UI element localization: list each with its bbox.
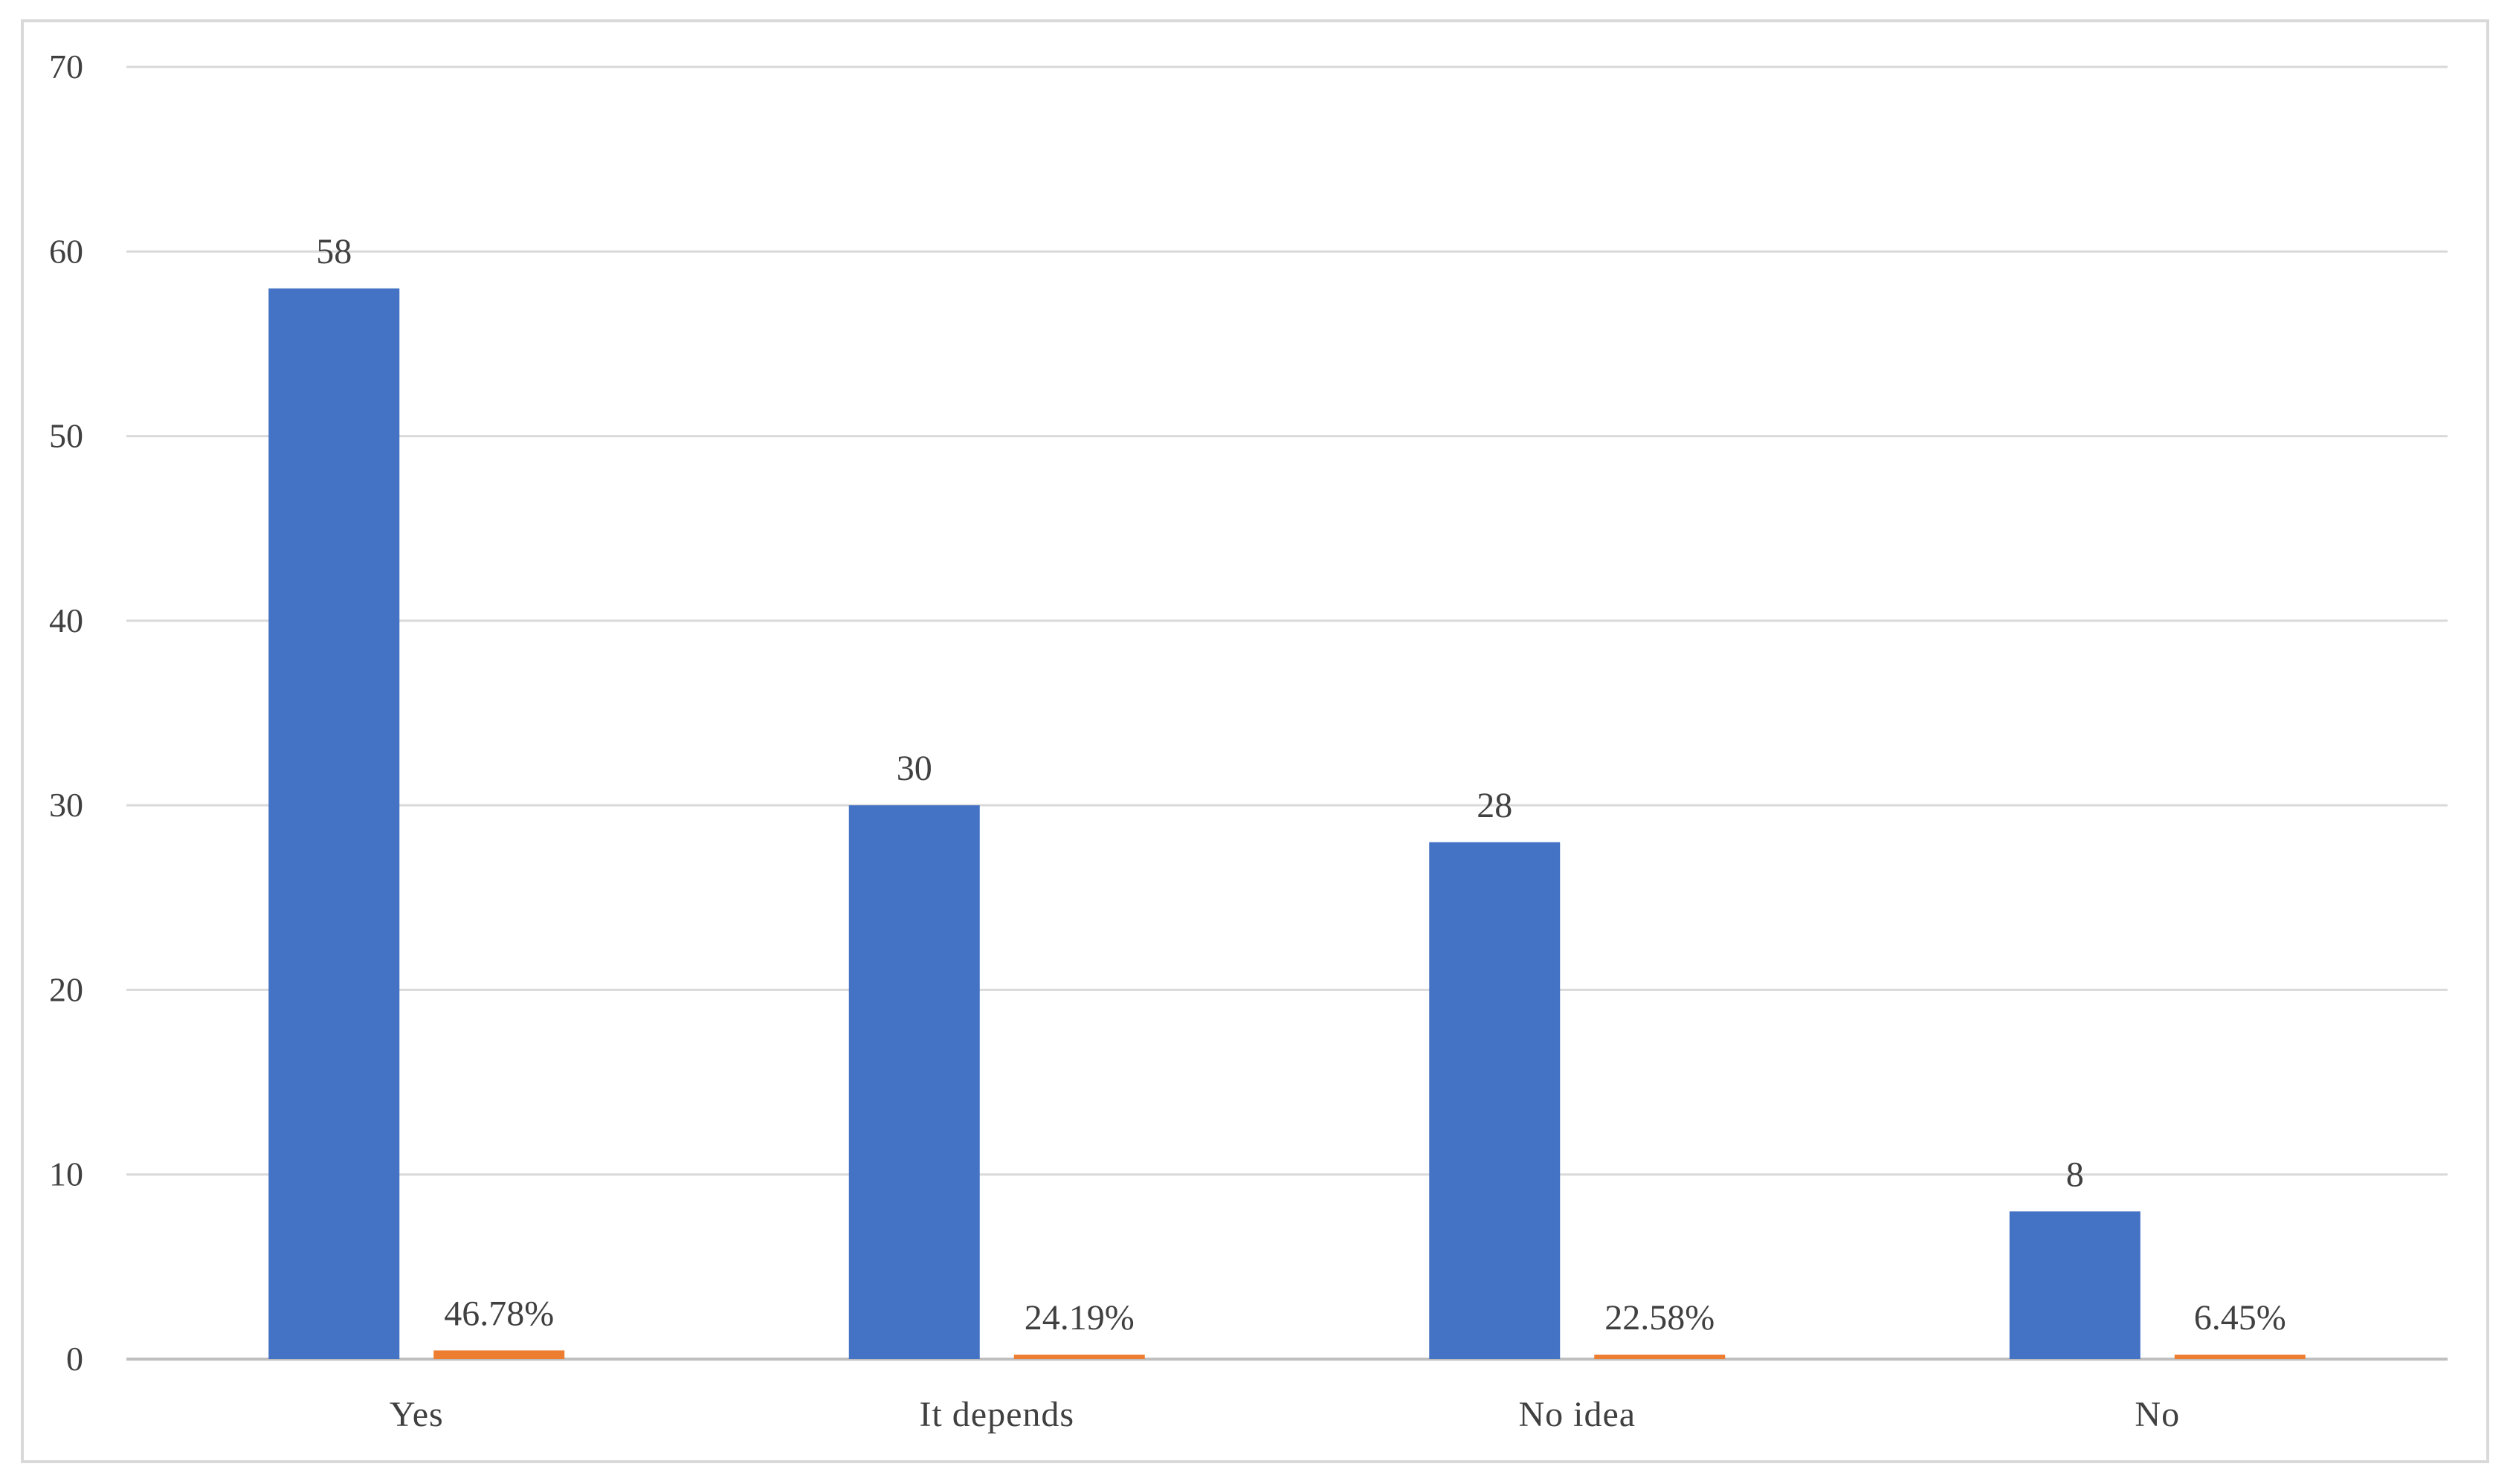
- y-tick-label: 20: [49, 970, 83, 1008]
- bar-no-series-1: [2009, 1211, 2141, 1359]
- bar-no-idea-series-1: [1429, 842, 1561, 1359]
- y-tick-label: 30: [49, 786, 83, 824]
- data-label: 46.78%: [444, 1294, 554, 1333]
- y-tick-label: 10: [49, 1155, 83, 1193]
- y-tick-label: 70: [49, 48, 83, 86]
- y-tick-label: 60: [49, 232, 83, 270]
- bar-it-depends-series-2: [1013, 1354, 1145, 1359]
- data-label: 30: [897, 749, 932, 788]
- data-label: 8: [2066, 1155, 2084, 1194]
- y-tick-label: 50: [49, 417, 83, 455]
- x-category-label: It depends: [919, 1395, 1074, 1434]
- y-tick-label: 0: [66, 1340, 83, 1378]
- data-label: 58: [316, 232, 352, 271]
- data-label: 6.45%: [2194, 1298, 2286, 1338]
- y-tick-label: 40: [49, 601, 83, 639]
- bar-it-depends-series-1: [848, 805, 980, 1359]
- x-category-label: Yes: [390, 1395, 444, 1434]
- x-category-label: No idea: [1518, 1395, 1636, 1434]
- data-label: 28: [1477, 786, 1512, 825]
- bar-yes-series-2: [433, 1350, 565, 1359]
- bar-no-series-2: [2174, 1355, 2306, 1359]
- x-category-label: No: [2135, 1395, 2180, 1434]
- data-label: 22.58%: [1604, 1298, 1715, 1338]
- bar-no-idea-series-2: [1594, 1355, 1726, 1359]
- data-label: 24.19%: [1025, 1298, 1135, 1338]
- bar-yes-series-1: [268, 288, 400, 1359]
